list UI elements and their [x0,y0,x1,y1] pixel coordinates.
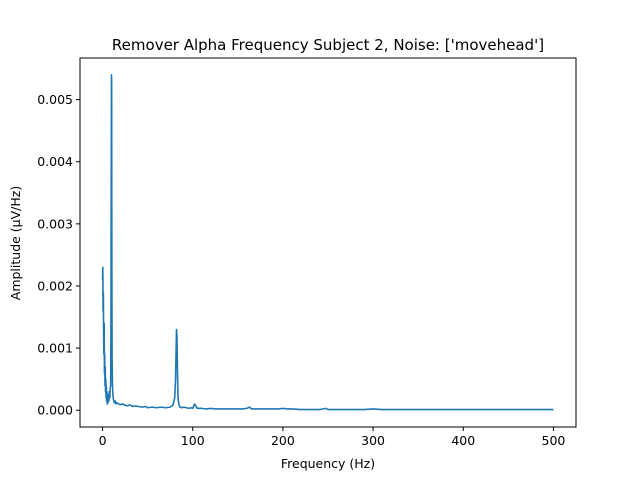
chart-title: Remover Alpha Frequency Subject 2, Noise… [112,36,544,54]
x-tick-label: 500 [542,433,566,448]
y-tick-label: 0.001 [37,341,73,356]
x-tick-label: 300 [361,433,385,448]
x-tick-label: 100 [181,433,205,448]
x-tick-label: 400 [451,433,475,448]
x-tick-label: 200 [271,433,295,448]
series-line-0 [101,73,554,411]
y-axis-ticks: 0.000 0.001 0.002 0.003 0.004 0.005 [37,92,80,418]
y-tick-label: 0.002 [37,278,73,293]
y-tick-label: 0.005 [37,92,73,107]
y-tick-label: 0.004 [37,154,73,169]
x-axis-label: Frequency (Hz) [281,456,375,471]
y-tick-label: 0.003 [37,216,73,231]
axes-frame [79,57,577,428]
x-axis-ticks: 0 100 200 300 400 500 [99,427,566,448]
y-tick-label: 0.000 [37,403,73,418]
x-tick-label: 0 [99,433,107,448]
plot-area [101,73,554,411]
y-axis-label: Amplitude (μV/Hz) [8,186,23,300]
